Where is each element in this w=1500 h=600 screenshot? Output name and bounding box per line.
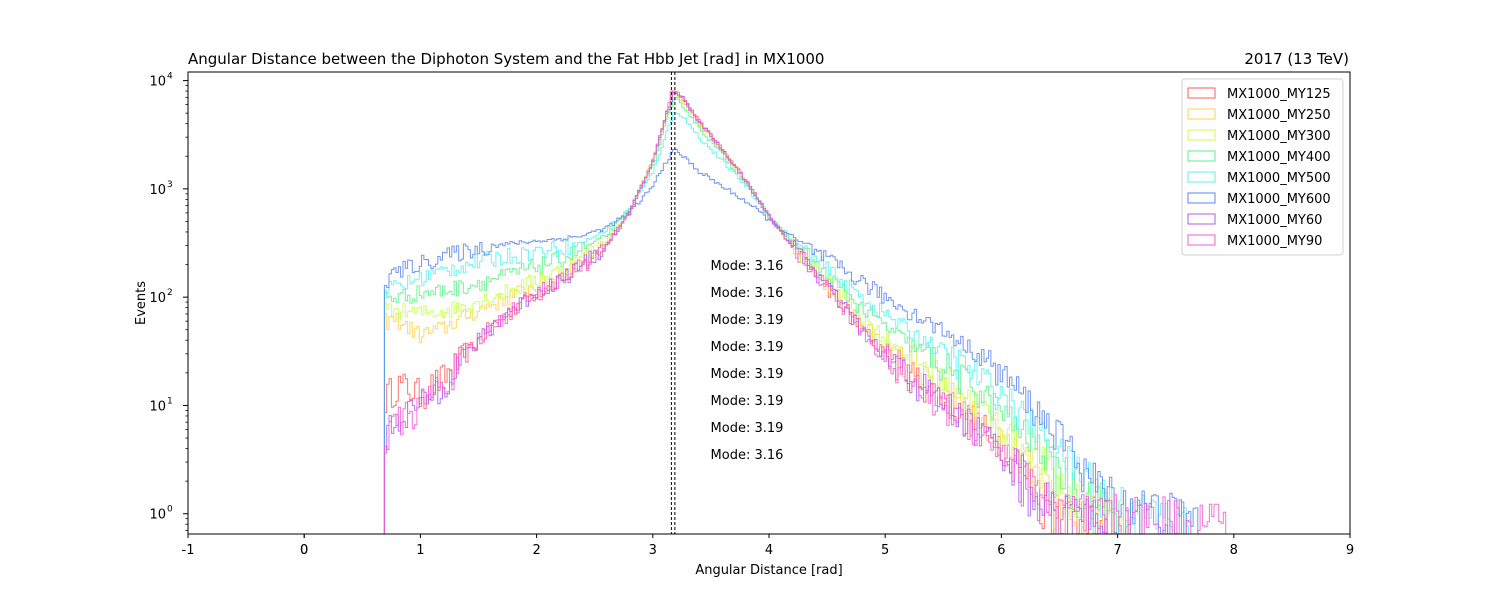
mode-labels: Mode: 3.16 Mode: 3.16 Mode: 3.19 Mode: 3.19… (711, 259, 784, 463)
mode-label: Mode: 3.19 (711, 421, 784, 436)
legend-swatch (1187, 87, 1216, 99)
legend-swatch (1187, 150, 1216, 162)
series-line-mx1000_my500 (383, 112, 1189, 535)
legend-label: MX1000_MY60 (1227, 213, 1322, 228)
legend-swatch (1187, 171, 1216, 183)
legend-label: MX1000_MY400 (1227, 150, 1331, 165)
y-tick-label: 10 (149, 183, 166, 198)
mode-lines (670, 72, 676, 534)
mode-label: Mode: 3.16 (711, 448, 784, 463)
chart-title-right: 2017 (13 TeV) (1244, 50, 1349, 68)
y-tick-label: 10 (149, 508, 166, 523)
x-tick-label: -1 (182, 543, 195, 558)
mode-label: Mode: 3.19 (711, 340, 784, 355)
legend-swatch (1187, 192, 1216, 204)
y-tick-exponent: 4 (167, 72, 173, 82)
mode-label: Mode: 3.16 (711, 259, 784, 274)
y-tick-exponent: 3 (167, 180, 173, 190)
y-tick-label: 10 (149, 291, 166, 306)
x-tick-label: 7 (1113, 543, 1121, 558)
legend: MX1000_MY125 MX1000_MY250 MX1000_MY300 MX10… (1181, 78, 1344, 256)
x-tick-label: 9 (1346, 543, 1354, 558)
legend-label: MX1000_MY600 (1227, 192, 1331, 207)
x-axis-title: Angular Distance [rad] (695, 563, 842, 578)
mode-label: Mode: 3.19 (711, 394, 784, 409)
y-axis-title: Events (134, 281, 149, 325)
legend-label: MX1000_MY250 (1227, 108, 1331, 123)
x-tick-label: 4 (765, 543, 773, 558)
y-tick-label: 10 (149, 399, 166, 414)
series-line-mx1000_my600 (383, 148, 1201, 535)
x-tick-label: 0 (300, 543, 308, 558)
series-line-mx1000_my90 (383, 90, 1228, 535)
legend-swatch (1187, 234, 1216, 246)
legend-label: MX1000_MY125 (1227, 87, 1331, 102)
legend-label: MX1000_MY90 (1227, 234, 1322, 249)
x-tick-label: 1 (416, 543, 424, 558)
legend-label: MX1000_MY500 (1227, 171, 1331, 186)
x-tick-label: 3 (649, 543, 657, 558)
plot-frame (187, 71, 1351, 535)
x-tick-label: 8 (1230, 543, 1238, 558)
y-tick-exponent: 1 (167, 396, 173, 406)
mode-label: Mode: 3.19 (711, 313, 784, 328)
chart-title: Angular Distance between the Diphoton Sy… (188, 50, 824, 68)
series-layer (383, 90, 1228, 535)
x-axis: -1 00 1 2 3 4 5 6 7 8 9 (182, 534, 1354, 558)
mode-label: Mode: 3.19 (711, 367, 784, 382)
legend-swatch (1187, 213, 1216, 225)
legend-swatch (1187, 108, 1216, 120)
legend-box (1181, 78, 1344, 256)
x-tick-label: 6 (997, 543, 1005, 558)
y-tick-label: 10 (149, 75, 166, 90)
y-tick-exponent: 2 (167, 288, 173, 298)
mode-label: Mode: 3.16 (711, 286, 784, 301)
y-tick-exponent: 0 (167, 505, 173, 515)
legend-swatch (1187, 129, 1216, 141)
x-tick-label: 5 (881, 543, 889, 558)
x-tick-label: 2 (532, 543, 540, 558)
legend-label: MX1000_MY300 (1227, 129, 1331, 144)
x-tick-label: 0 (300, 543, 308, 558)
